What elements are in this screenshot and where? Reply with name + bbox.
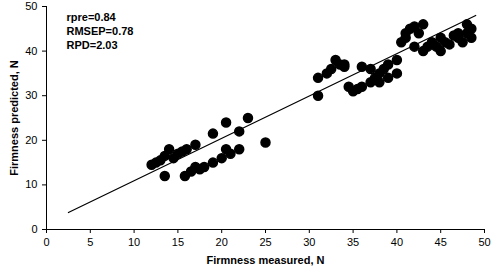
svg-text:20: 20	[25, 134, 37, 146]
svg-text:5: 5	[87, 236, 93, 248]
svg-text:25: 25	[259, 236, 271, 248]
svg-text:15: 15	[172, 236, 184, 248]
svg-text:40: 40	[391, 236, 403, 248]
svg-text:0: 0	[43, 236, 49, 248]
svg-text:Firmness predicted, N: Firmness predicted, N	[8, 60, 20, 176]
svg-text:45: 45	[435, 236, 447, 248]
svg-text:50: 50	[25, 0, 37, 12]
svg-text:Firmness measured, N: Firmness measured, N	[207, 254, 325, 266]
svg-text:50: 50	[478, 236, 490, 248]
svg-text:rpre=0.84RMSEP=0.78RPD=2.03: rpre=0.84RMSEP=0.78RPD=2.03	[67, 11, 134, 52]
svg-text:10: 10	[128, 236, 140, 248]
svg-text:30: 30	[303, 236, 315, 248]
svg-text:20: 20	[216, 236, 228, 248]
svg-text:40: 40	[25, 45, 37, 57]
svg-text:35: 35	[347, 236, 359, 248]
svg-text:30: 30	[25, 89, 37, 101]
svg-text:10: 10	[25, 178, 37, 190]
svg-text:0: 0	[31, 223, 37, 235]
